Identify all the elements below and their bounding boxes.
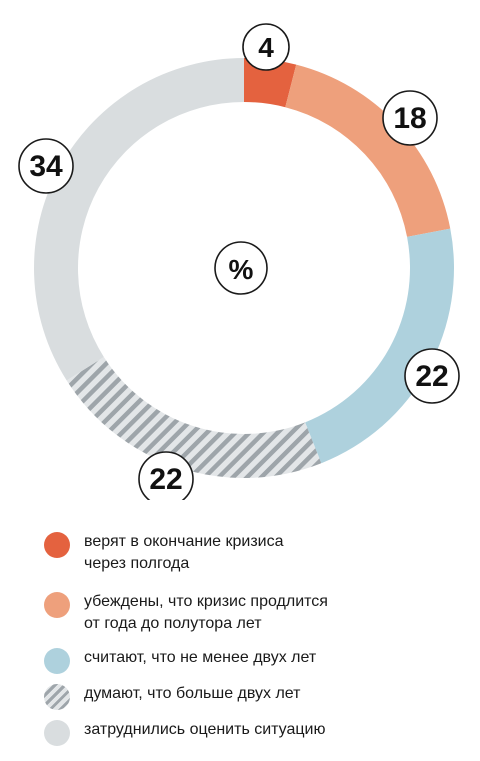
slice-undecided: [34, 58, 245, 381]
center-bubble: [214, 241, 268, 295]
value-bubble: [18, 138, 74, 194]
value-label: 22: [415, 360, 448, 393]
legend-label-line1: убеждены, что кризис продлится: [84, 593, 328, 610]
legend-label-line1: затруднились оценить ситуацию: [84, 721, 326, 738]
slice-year-to-year-and-half: [285, 64, 451, 237]
slice-4-months: [244, 58, 297, 108]
value-label: 4: [258, 32, 274, 63]
legend-label-line2: через полгода: [84, 555, 190, 572]
legend-label-line1: думают, что больше двух лет: [84, 685, 301, 702]
legend-label-line1: верят в окончание кризиса: [84, 533, 284, 550]
legend-swatch: [44, 684, 70, 710]
legend-swatch: [44, 648, 70, 674]
legend-swatch: [44, 532, 70, 558]
slice-more-than-two-years: [66, 356, 322, 478]
value-label: 34: [29, 150, 63, 183]
value-label: 18: [393, 102, 426, 135]
donut-chart: 4 18 22 22 34 %: [18, 23, 460, 500]
legend-label-line2: от года до полутора лет: [84, 615, 262, 632]
value-bubble: [404, 348, 460, 404]
value-label: 22: [149, 463, 182, 496]
value-bubble: [382, 90, 438, 146]
legend-label-line1: считают, что не менее двух лет: [84, 649, 317, 666]
legend-swatch: [44, 720, 70, 746]
value-bubble: [138, 451, 194, 500]
slice-at-least-two-years: [305, 228, 455, 464]
value-bubble: [242, 23, 290, 71]
center-label: %: [229, 254, 254, 285]
legend-swatch: [44, 592, 70, 618]
